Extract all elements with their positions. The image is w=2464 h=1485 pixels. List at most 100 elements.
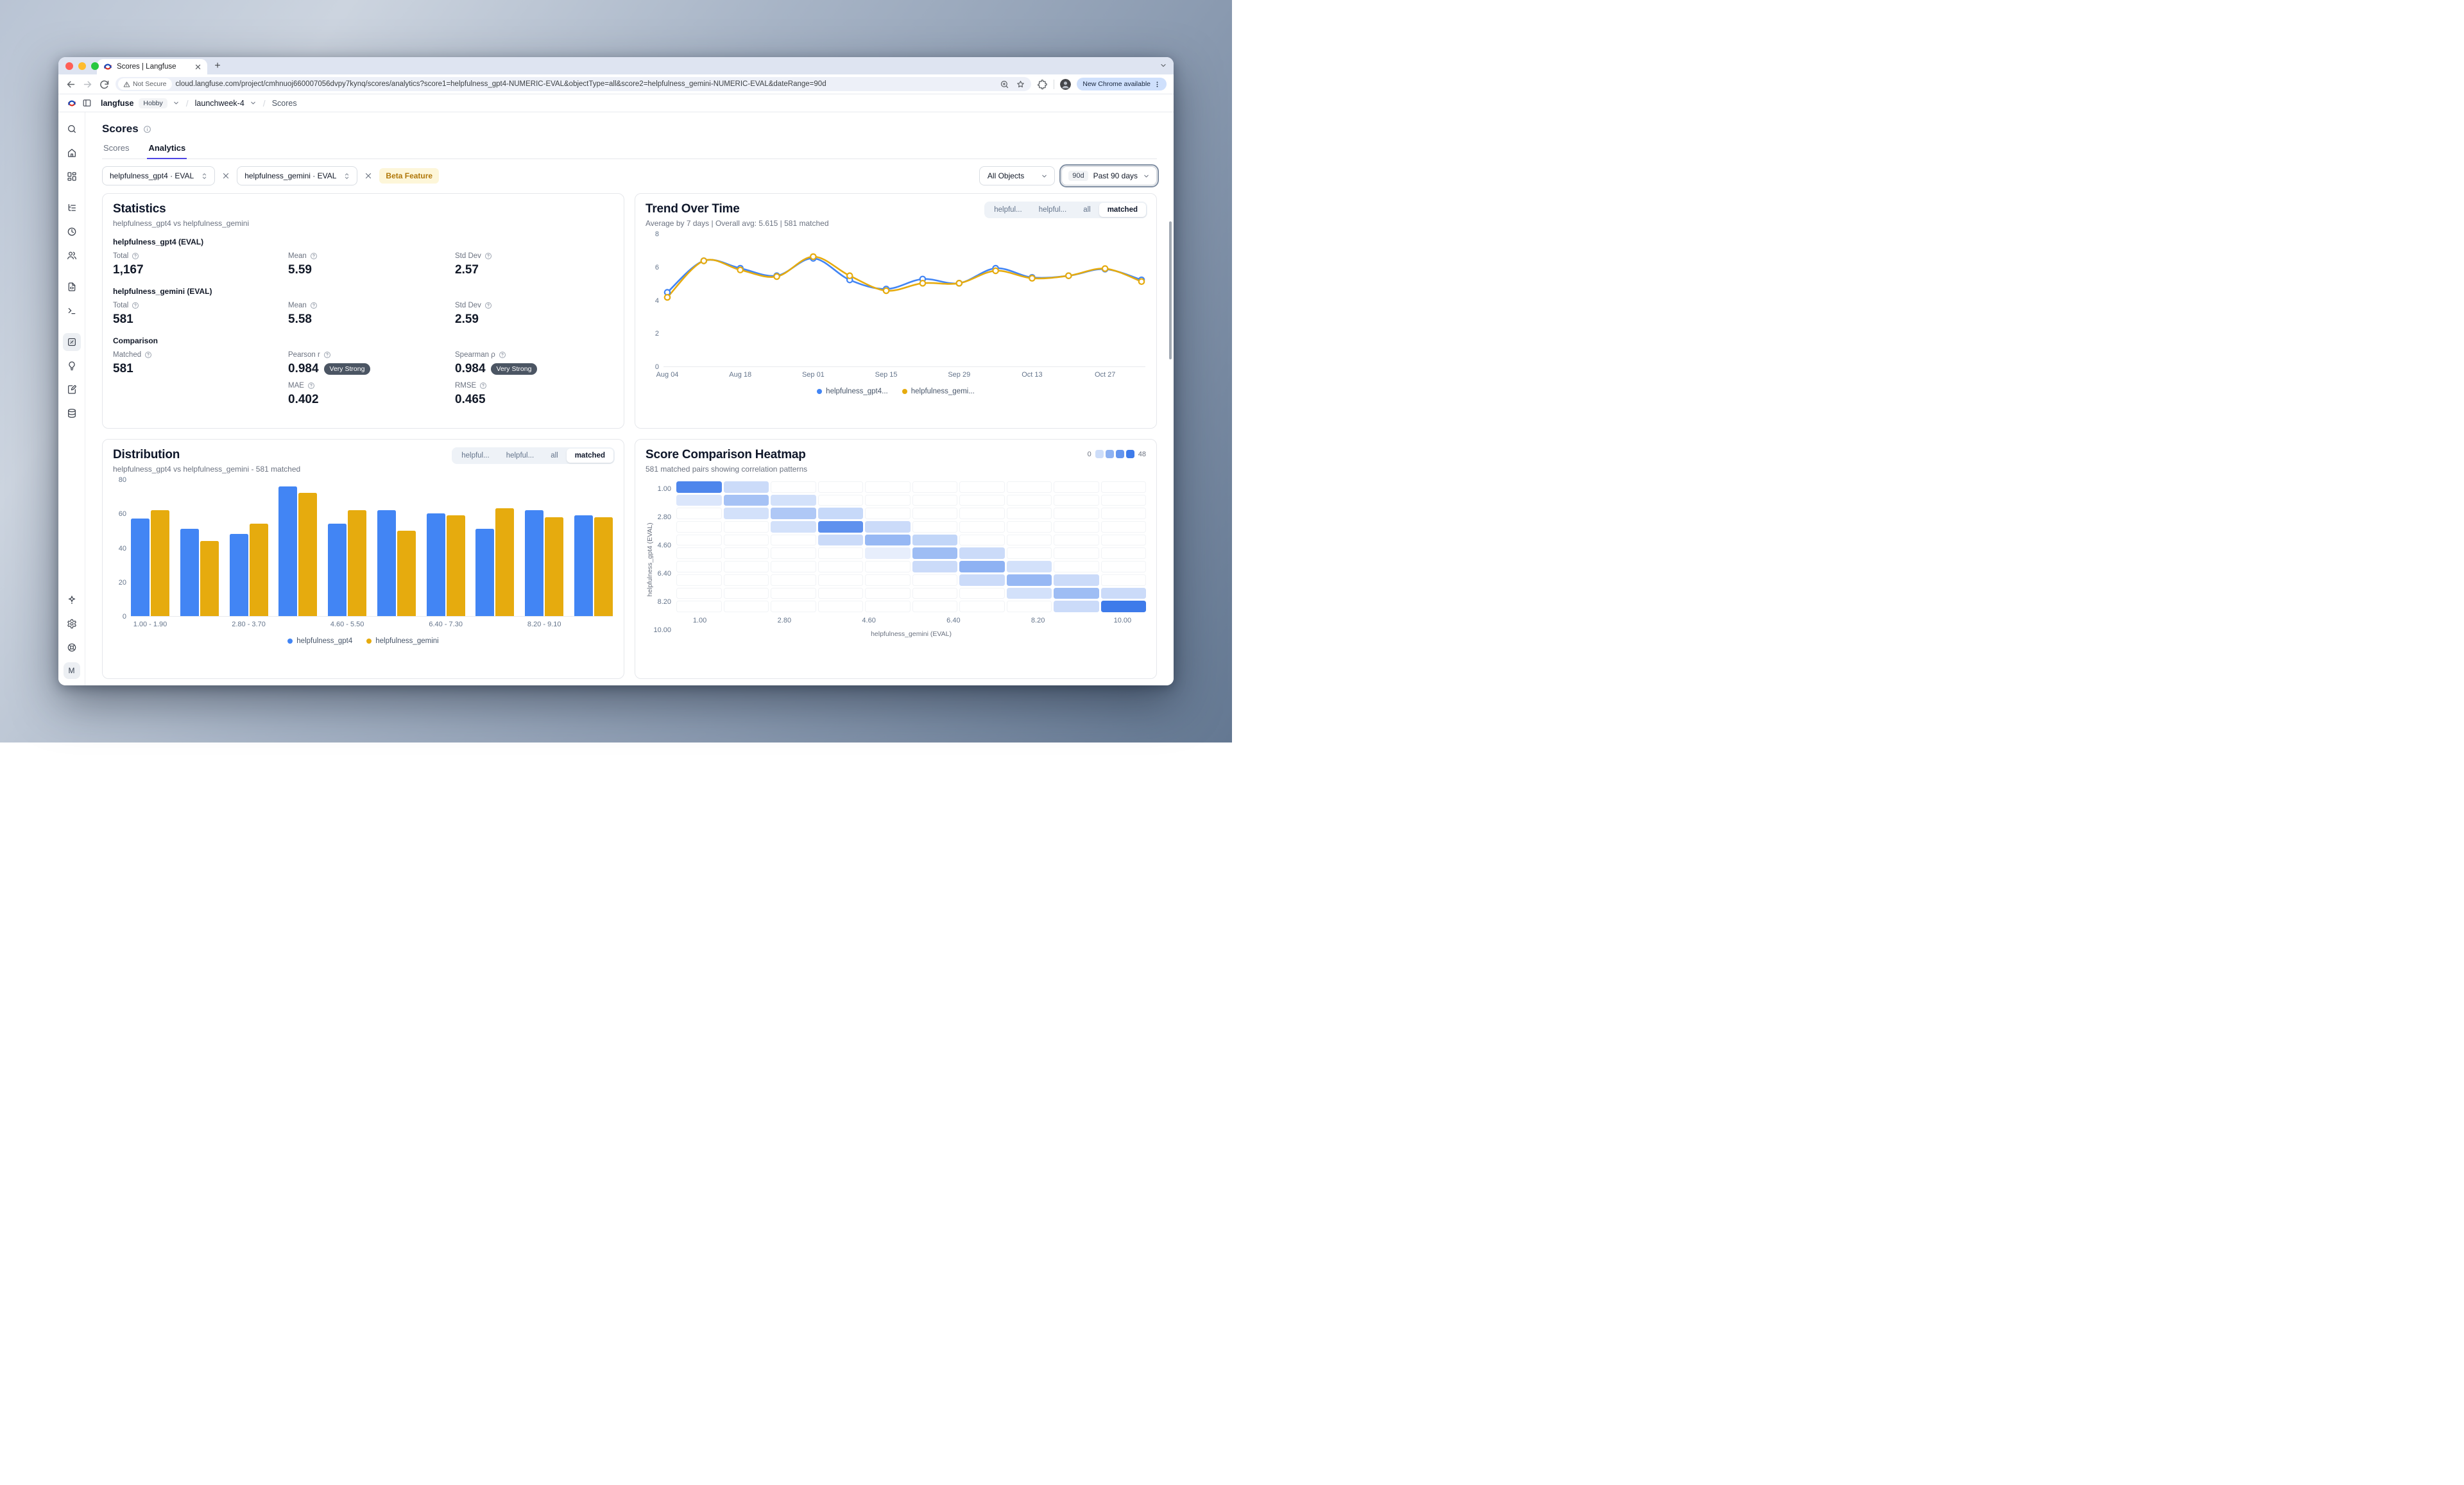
browser-tab[interactable]: Scores | Langfuse ✕	[97, 59, 207, 74]
heatmap-cell	[959, 534, 1005, 546]
heatmap-x-axis-label: helpfulness_gemini (EVAL)	[871, 630, 952, 638]
new-tab-button[interactable]: +	[214, 60, 221, 71]
score2-select[interactable]: helpfulness_gemini · EVAL	[237, 166, 358, 185]
beta-feature-badge: Beta Feature	[379, 168, 440, 184]
tab-close-icon[interactable]: ✕	[194, 62, 201, 72]
prompts-file-code-icon[interactable]	[63, 278, 81, 296]
help-icon[interactable]	[307, 382, 315, 390]
tab-search-chevron-icon[interactable]	[1159, 62, 1167, 69]
help-icon[interactable]	[484, 252, 492, 260]
date-range-select[interactable]: 90d Past 90 days	[1059, 164, 1159, 187]
heatmap-cell	[865, 574, 911, 586]
heatmap-cell	[865, 494, 911, 506]
segment-option-matched[interactable]: matched	[566, 449, 613, 463]
heatmap-cell	[723, 534, 769, 546]
back-icon[interactable]	[65, 79, 76, 90]
help-icon[interactable]	[499, 351, 506, 359]
help-icon[interactable]	[479, 382, 487, 390]
evals-lightbulb-icon[interactable]	[63, 357, 81, 375]
segment-option-all[interactable]: all	[551, 452, 558, 459]
settings-gear-icon[interactable]	[63, 615, 81, 633]
extensions-puzzle-icon[interactable]	[1037, 79, 1048, 90]
tab-scores[interactable]: Scores	[103, 143, 130, 153]
segment-option-helpful[interactable]: helpful...	[994, 206, 1022, 214]
minimize-window-button[interactable]	[78, 62, 86, 70]
bookmark-star-icon[interactable]	[1016, 80, 1025, 89]
page-scrollbar[interactable]	[1169, 221, 1172, 359]
help-icon[interactable]	[132, 302, 139, 309]
search-icon[interactable]	[63, 120, 81, 138]
browser-tab-strip: Scores | Langfuse ✕ +	[58, 57, 1174, 74]
heatmap-cell	[1100, 574, 1146, 586]
playground-terminal-icon[interactable]	[63, 302, 81, 320]
heatmap-cell	[676, 481, 722, 493]
scale-min: 0	[1087, 450, 1091, 458]
stat-cell: RMSE 0.465	[455, 382, 613, 407]
score1-select[interactable]: helpfulness_gpt4 · EVAL	[102, 166, 216, 185]
ask-ai-sparkle-icon[interactable]	[63, 591, 81, 609]
close-window-button[interactable]	[65, 62, 73, 70]
help-icon[interactable]	[310, 302, 318, 309]
address-bar[interactable]: Not Secure cloud.langfuse.com/project/cm…	[116, 77, 1032, 91]
bar-helpfulness_gpt4	[377, 510, 396, 616]
stat-value: 1,167	[113, 263, 288, 277]
segment-option-matched[interactable]: matched	[1099, 203, 1146, 217]
annotation-pen-icon[interactable]	[63, 381, 81, 399]
new-chrome-button[interactable]: New Chrome available	[1077, 78, 1167, 90]
user-avatar[interactable]: M	[63, 662, 80, 679]
stat-label: Std Dev	[455, 252, 613, 260]
help-icon[interactable]	[132, 252, 139, 260]
info-icon[interactable]	[143, 125, 151, 133]
help-icon[interactable]	[310, 252, 318, 260]
breadcrumb-org[interactable]: langfuse	[101, 98, 134, 108]
distribution-plot-area: 0 20 40 60 80	[119, 476, 613, 621]
help-icon[interactable]	[484, 302, 492, 309]
stat-label: Pearson r	[288, 351, 455, 359]
stat-value: 0.984 Very Strong	[288, 362, 455, 376]
heatmap-cell	[865, 587, 911, 599]
segment-option-helpful[interactable]: helpful...	[461, 452, 490, 459]
datasets-database-icon[interactable]	[63, 404, 81, 422]
x-axis-tick: 4.60 - 5.50	[330, 621, 364, 628]
help-icon[interactable]	[323, 351, 331, 359]
not-secure-chip[interactable]: Not Secure	[118, 78, 172, 90]
sessions-clock-icon[interactable]	[63, 223, 81, 241]
zoom-in-icon[interactable]	[1000, 80, 1009, 89]
heatmap-y-tick: 8.20	[657, 597, 671, 606]
segment-option-helpful[interactable]: helpful...	[1038, 206, 1067, 214]
remove-score2-icon[interactable]	[364, 171, 373, 180]
segment-option-all[interactable]: all	[1083, 206, 1091, 214]
tab-analytics[interactable]: Analytics	[147, 143, 187, 159]
statistics-title: Statistics	[113, 202, 166, 216]
url-text[interactable]: cloud.langfuse.com/project/cmhnuoj660007…	[175, 80, 826, 88]
remove-score1-icon[interactable]	[221, 171, 230, 180]
heatmap-subtitle: 581 matched pairs showing correlation pa…	[646, 465, 808, 474]
home-icon[interactable]	[63, 144, 81, 162]
help-icon[interactable]	[144, 351, 152, 359]
stat-label-text: RMSE	[455, 382, 477, 390]
profile-avatar[interactable]	[1060, 78, 1072, 90]
org-chevron-icon[interactable]	[173, 99, 180, 107]
tracing-tree-icon[interactable]	[63, 199, 81, 217]
langfuse-app: langfuse Hobby / launchweek-4 / Scores	[58, 94, 1174, 685]
stats-row: Total 581 Mean 5.58 Std Dev 2.59	[113, 302, 613, 327]
zoom-window-button[interactable]	[91, 62, 99, 70]
legend-item: helpfulness_gemi...	[902, 388, 975, 395]
scores-percent-icon[interactable]	[62, 333, 81, 351]
heatmap-x-tick: 4.60	[862, 617, 876, 624]
support-lifebuoy-icon[interactable]	[63, 639, 81, 657]
heatmap-cell	[865, 561, 911, 572]
project-chevron-icon[interactable]	[250, 99, 257, 107]
heatmap-cell	[912, 534, 957, 546]
breadcrumb-project[interactable]: launchweek-4	[194, 98, 244, 108]
sidebar-toggle-icon[interactable]	[82, 98, 92, 108]
heatmap-cell	[771, 508, 816, 520]
dashboard-icon[interactable]	[63, 167, 81, 185]
heatmap-cell	[1054, 481, 1099, 493]
segment-option-helpful[interactable]: helpful...	[506, 452, 535, 459]
object-type-value: All Objects	[987, 171, 1025, 180]
forward-icon[interactable]	[82, 79, 93, 90]
users-icon[interactable]	[63, 246, 81, 264]
object-type-select[interactable]: All Objects	[979, 166, 1056, 185]
reload-icon[interactable]	[99, 79, 110, 90]
